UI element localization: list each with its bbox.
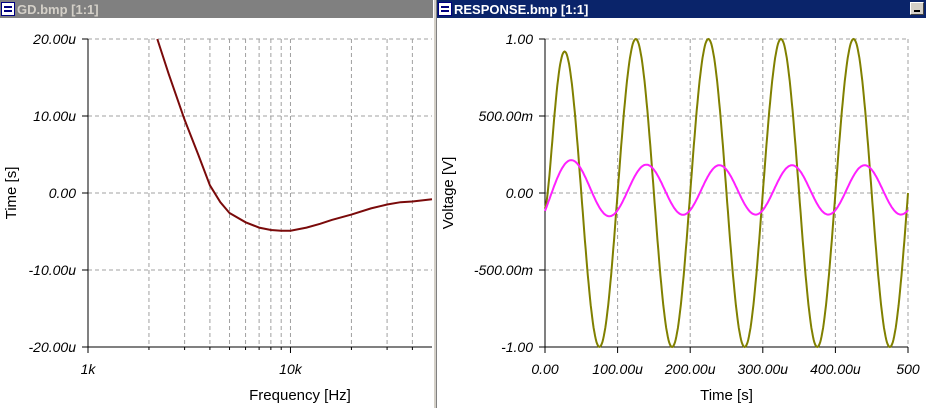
y-tick-label: 0.00	[49, 185, 76, 201]
response-chart: 0.00 100.00u 200.00u 300.00u 400.00u 500 1.00 5…	[440, 31, 920, 404]
response-window[interactable]: RESPONSE.bmp [1:1] 0.00 100.00u 200.00u 300…	[437, 0, 926, 408]
x-tick-label: 200.00u	[664, 361, 716, 377]
voltage-trace-2	[544, 159, 909, 218]
response-title: RESPONSE.bmp [1:1]	[454, 1, 589, 17]
y-tick-label: -20.00u	[29, 339, 77, 355]
y-tick-label: -1.00	[501, 339, 533, 355]
gd-titlebar[interactable]: GD.bmp [1:1]	[0, 0, 433, 18]
y-tick-label: -500.00m	[474, 262, 533, 278]
x-axis-label: Frequency [Hz]	[249, 387, 351, 404]
y-tick-label: 0.00	[506, 185, 533, 201]
window-separator[interactable]	[433, 0, 437, 408]
y-axis-label: Time [s]	[3, 167, 20, 220]
x-tick-label: 500	[896, 361, 920, 377]
gd-window[interactable]: GD.bmp [1:1] 20.00u 10.00u 0.00 -10.00u -20.…	[0, 0, 433, 408]
y-tick-label: 10.00u	[33, 108, 76, 124]
x-axis-label: Time [s]	[700, 387, 753, 404]
x-tick-label: 100.00u	[592, 361, 643, 377]
response-titlebar[interactable]: RESPONSE.bmp [1:1]	[437, 0, 926, 18]
voltage-trace-1	[544, 37, 909, 349]
y-tick-label: -10.00u	[29, 262, 77, 278]
y-tick-label: 1.00	[506, 31, 533, 47]
x-tick-label: 400.00u	[810, 361, 861, 377]
group-delay-curve	[156, 38, 433, 232]
y-tick-label: 20.00u	[32, 31, 76, 47]
app-icon	[438, 2, 452, 16]
x-tick-label: 10k	[279, 361, 303, 377]
minimize-button[interactable]	[910, 2, 924, 15]
x-tick-label: 1k	[81, 361, 97, 377]
app-icon	[1, 2, 15, 16]
gd-title: GD.bmp [1:1]	[17, 1, 99, 17]
x-tick-label: 300.00u	[737, 361, 788, 377]
y-axis-label: Voltage [V]	[440, 157, 457, 230]
x-tick-label: 0.00	[531, 361, 558, 377]
y-tick-label: 500.00m	[479, 108, 534, 124]
